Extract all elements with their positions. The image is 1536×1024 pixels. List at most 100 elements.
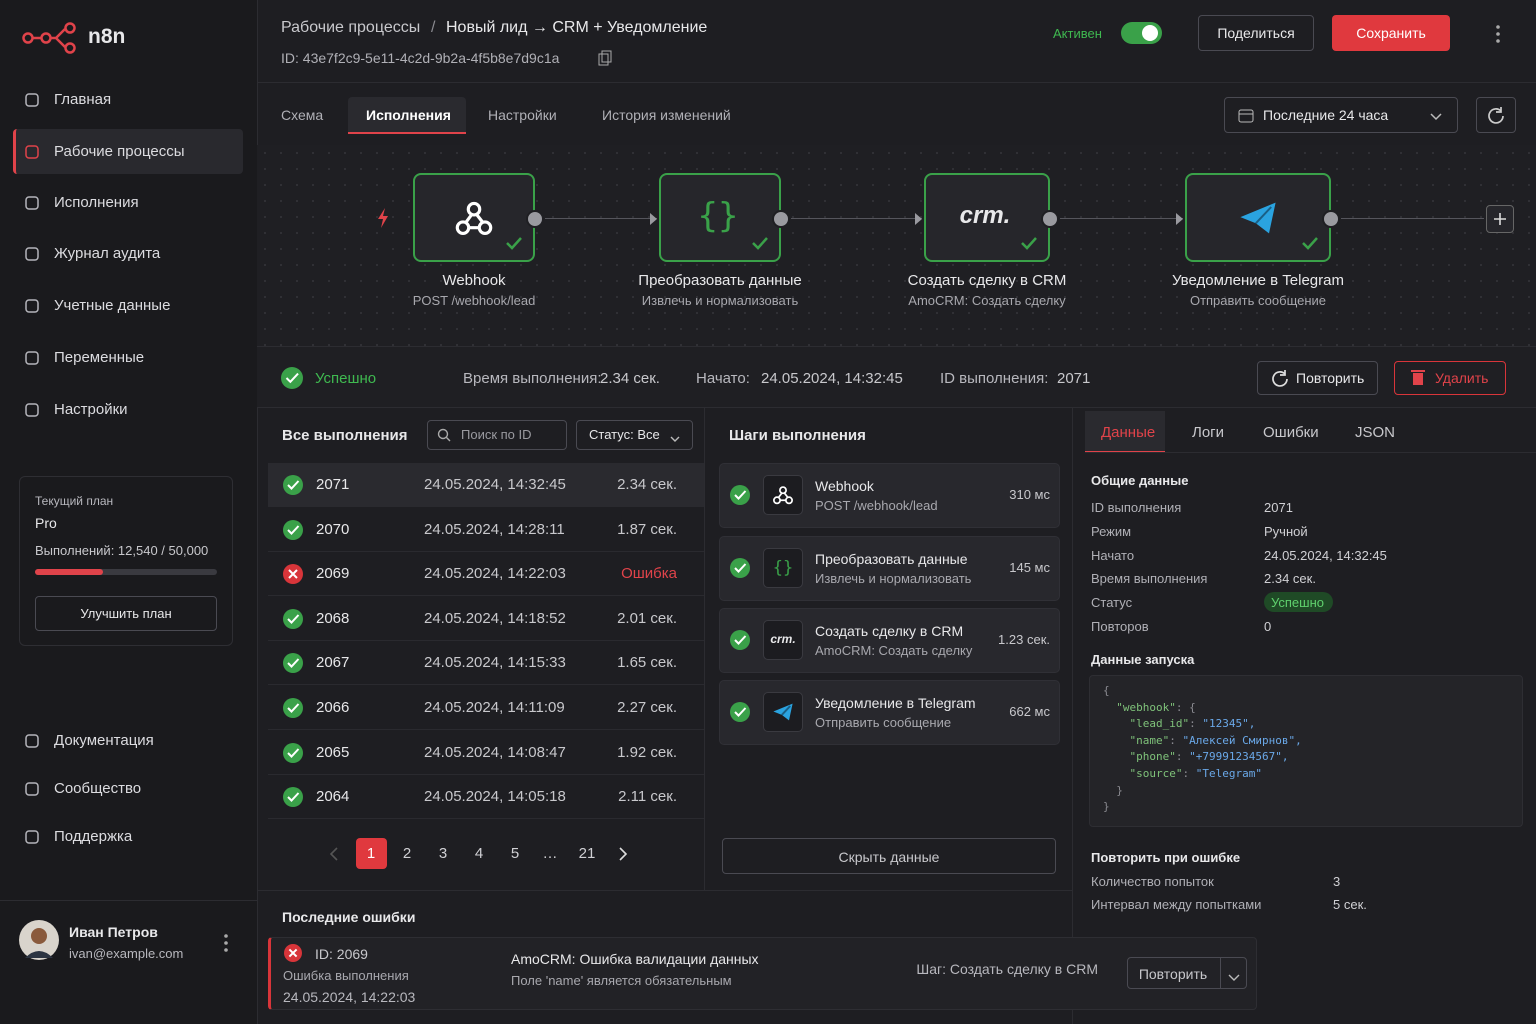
details-tab[interactable]: JSON [1355, 424, 1396, 441]
node-icon-text: crm. [959, 202, 1011, 229]
retry-label[interactable]: Повторить [1296, 370, 1365, 386]
nav-item[interactable]: Настройки [54, 401, 128, 418]
search-placeholder[interactable]: Поиск по ID [461, 427, 532, 442]
step-subtitle: AmoCRM: Создать сделку [815, 643, 973, 658]
execution-date: 24.05.2024, 14:08:47 [424, 743, 566, 761]
details-tab[interactable]: Логи [1192, 424, 1225, 441]
summary-label: Начато: [696, 370, 750, 387]
upgrade-label[interactable]: Улучшить план [80, 606, 172, 621]
share-label[interactable]: Поделиться [1217, 25, 1295, 41]
node-subtitle: Извлечь и нормализовать [641, 293, 799, 308]
error-card[interactable] [268, 937, 1257, 1010]
step-time: 662 мс [1009, 704, 1050, 719]
tab[interactable]: Схема [281, 107, 324, 123]
refresh-button[interactable] [1476, 97, 1516, 133]
error-retry-button[interactable] [1127, 957, 1247, 989]
sidebar-link[interactable]: Поддержка [54, 828, 133, 845]
header-divider [257, 82, 1536, 83]
execution-row[interactable] [268, 463, 704, 507]
workflow-id: ID: 43e7f2c9-5e11-4c2d-9b2a-4f5b8e7d9c1a [281, 50, 560, 66]
copy-icon [598, 50, 612, 66]
retry-icon [1271, 369, 1289, 387]
execution-row[interactable] [268, 641, 704, 686]
page-number[interactable]: … [542, 845, 558, 862]
execution-id[interactable]: 2067 [316, 654, 350, 672]
page-current[interactable] [356, 838, 387, 869]
connector [1341, 218, 1484, 219]
execution-id[interactable]: 2071 [316, 476, 350, 493]
tab-active [348, 97, 466, 134]
hide-data-label[interactable]: Скрыть данные [838, 849, 940, 865]
logo-icon [22, 22, 78, 54]
summary-value: 2.34 сек. [600, 370, 660, 387]
upgrade-button[interactable] [35, 596, 217, 631]
nav-item[interactable]: Главная [54, 91, 112, 108]
details-tab[interactable]: Данные [1101, 424, 1156, 441]
nav-item[interactable]: Журнал аудита [54, 245, 161, 262]
nav-item[interactable]: Исполнения [54, 194, 139, 211]
chevron [1228, 969, 1240, 981]
execution-row[interactable] [268, 775, 704, 820]
page-number[interactable]: 2 [402, 845, 412, 862]
user-menu [222, 933, 230, 953]
status-filter-label[interactable]: Статус: Все [589, 427, 660, 442]
success-icon [281, 367, 303, 389]
date-range-label[interactable]: Последние 24 часа [1263, 107, 1389, 123]
step-subtitle: Извлечь и нормализовать [815, 571, 972, 586]
code-line: "phone": "+79991234567", [1129, 750, 1289, 764]
delete-button[interactable] [1394, 361, 1506, 395]
execution-id[interactable]: 2065 [316, 743, 350, 761]
field-value: 0 [1264, 619, 1272, 634]
link-icon [24, 733, 40, 749]
hide-data-button[interactable] [722, 838, 1056, 874]
node-icon-text: {} [697, 196, 739, 236]
nav-item[interactable]: Переменные [54, 349, 145, 366]
page-number[interactable]: 21 [578, 845, 596, 862]
execution-id[interactable]: 2069 [316, 565, 350, 583]
page-number[interactable]: 1 [366, 845, 376, 862]
execution-id[interactable]: 2070 [316, 520, 350, 538]
nav-item[interactable]: Рабочие процессы [54, 143, 185, 160]
execution-row[interactable] [268, 552, 704, 597]
workflow-node[interactable] [659, 173, 781, 262]
retry-button[interactable] [1257, 361, 1378, 395]
page-number[interactable]: 4 [474, 845, 484, 862]
error-retry-label[interactable]: Повторить [1138, 966, 1208, 982]
execution-row[interactable] [268, 686, 704, 730]
node-check [1301, 236, 1319, 250]
next-page [618, 847, 628, 861]
save-label[interactable]: Сохранить [1356, 25, 1426, 41]
node-check [1020, 236, 1038, 250]
field-label: Время выполнения [1091, 571, 1208, 586]
execution-row[interactable] [268, 597, 704, 641]
workflow-node[interactable] [413, 173, 535, 262]
details-tab[interactable]: Ошибки [1263, 424, 1319, 441]
error-detail: Поле 'name' является обязательным [511, 973, 732, 988]
execution-row[interactable] [268, 731, 704, 775]
page-number[interactable]: 3 [438, 845, 448, 862]
tab[interactable]: История изменений [602, 107, 731, 123]
execution-row[interactable] [268, 508, 704, 552]
tab[interactable]: Исполнения [366, 107, 451, 123]
nav-item[interactable]: Учетные данные [54, 297, 171, 314]
execution-id[interactable]: 2064 [316, 788, 350, 806]
link-icon [24, 829, 40, 845]
search-input[interactable] [427, 420, 567, 450]
share-button[interactable] [1198, 15, 1314, 51]
sidebar-link[interactable]: Документация [54, 732, 154, 749]
execution-id[interactable]: 2066 [316, 699, 350, 716]
status-filter[interactable] [576, 420, 693, 450]
section-title: Общие данные [1091, 473, 1189, 488]
date-range[interactable] [1224, 97, 1458, 133]
delete-label[interactable]: Удалить [1435, 370, 1489, 386]
execution-id[interactable]: 2068 [316, 609, 350, 627]
tab[interactable]: Настройки [488, 107, 557, 123]
sidebar-link[interactable]: Сообщество [54, 780, 142, 797]
success-icon [283, 653, 303, 674]
execution-date: 24.05.2024, 14:28:11 [424, 520, 565, 538]
step-icon-box [763, 620, 803, 660]
page-number[interactable]: 5 [510, 845, 520, 862]
save-button[interactable] [1332, 15, 1450, 51]
breadcrumb[interactable]: Рабочие процессы [281, 19, 421, 36]
